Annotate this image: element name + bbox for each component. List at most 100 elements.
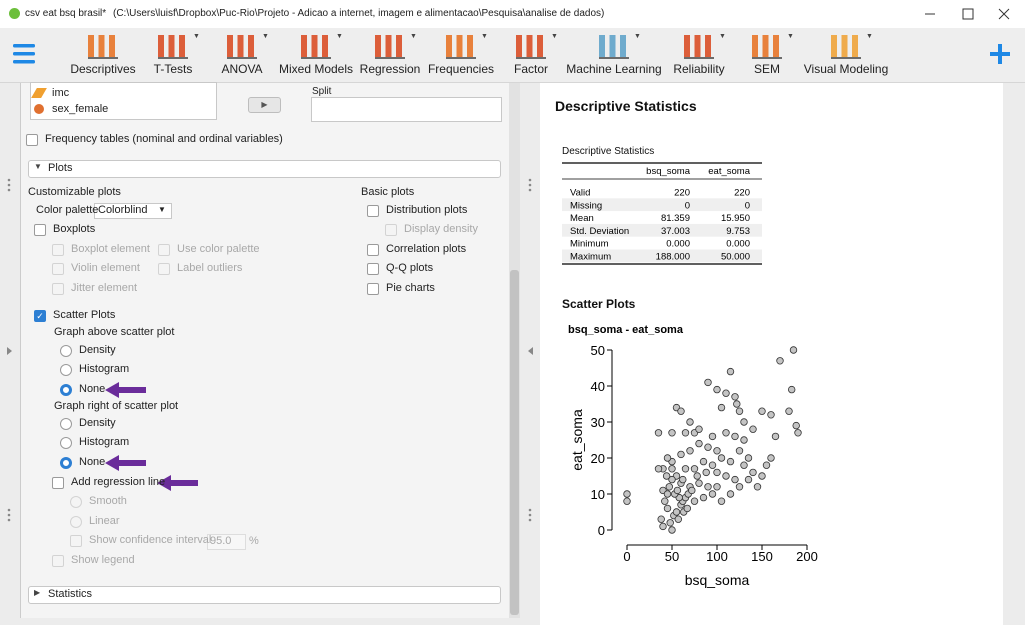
section-header[interactable]	[28, 160, 501, 178]
toolbar-button[interactable]: Descriptives	[70, 62, 136, 76]
toolbar-button[interactable]: Frequencies	[427, 62, 495, 76]
option-text: Pie charts	[386, 282, 435, 294]
toolbar-icon[interactable]	[375, 35, 405, 59]
toolbar-icon[interactable]	[684, 35, 714, 59]
point	[713, 468, 721, 477]
checkbox[interactable]	[367, 244, 379, 256]
toolbar-icon[interactable]	[301, 35, 331, 59]
x-axis-label: bsq_soma	[685, 572, 750, 588]
point	[677, 450, 685, 459]
toolbar-icon[interactable]	[516, 35, 546, 59]
toolbar-icon[interactable]	[831, 35, 861, 59]
x-tick-label: 200	[796, 549, 818, 564]
checkbox[interactable]	[367, 263, 379, 275]
variable-list[interactable]	[30, 82, 217, 120]
results-margin	[1003, 83, 1025, 625]
checkbox[interactable]: ✓	[34, 310, 46, 322]
assign-button[interactable]: ▶	[248, 97, 281, 113]
option-text: Distribution plots	[386, 204, 468, 216]
window-controls[interactable]	[915, 5, 1020, 23]
radio-button[interactable]	[60, 457, 72, 469]
row-label: Valid	[570, 188, 590, 199]
point	[735, 447, 744, 455]
radio-button[interactable]	[60, 345, 72, 357]
table-cell: 220	[674, 188, 690, 199]
section-title: Plots	[48, 162, 73, 174]
section-header[interactable]	[28, 586, 501, 604]
option-label: Customizable plots	[28, 186, 121, 198]
checkbox[interactable]	[34, 224, 46, 236]
checkbox[interactable]	[367, 205, 379, 217]
dropdown-arrow[interactable]: ▼	[481, 33, 488, 40]
dropdown-arrow[interactable]: ▼	[262, 33, 269, 40]
dropdown-arrow[interactable]: ▼	[866, 33, 873, 40]
toolbar-button[interactable]: Regression	[359, 62, 421, 76]
dropdown-arrow[interactable]: ▼	[193, 33, 200, 40]
checkbox[interactable]	[26, 134, 38, 146]
option-text: Use color palette	[177, 243, 260, 255]
option-text: Display density	[404, 223, 478, 235]
point	[673, 486, 682, 495]
toolbar-button[interactable]: Factor	[513, 62, 549, 76]
add-module-button[interactable]	[989, 43, 1011, 65]
toolbar-icon[interactable]	[752, 35, 782, 59]
checkbox[interactable]	[367, 283, 379, 295]
scrollbar-thumb[interactable]	[510, 270, 519, 615]
dropdown-arrow[interactable]: ▼	[410, 33, 417, 40]
toolbar-button[interactable]: Reliability	[673, 62, 725, 76]
checkbox[interactable]	[52, 477, 64, 489]
row-label: Mean	[570, 213, 594, 224]
toolbar-button[interactable]: SEM	[753, 62, 781, 76]
toolbar-icon[interactable]	[599, 35, 629, 59]
point	[699, 457, 708, 466]
point	[668, 475, 676, 484]
palette-dropdown[interactable]	[94, 203, 172, 219]
dropdown-arrow[interactable]: ▼	[336, 33, 343, 40]
radio-button[interactable]	[60, 384, 72, 396]
radio-button[interactable]	[60, 418, 72, 430]
dropdown-arrow[interactable]: ▼	[634, 33, 641, 40]
toolbar-button[interactable]: Mixed Models	[278, 62, 354, 76]
point	[726, 490, 735, 498]
y-tick-label: 20	[591, 451, 605, 466]
point	[693, 472, 701, 480]
table-cell: 9.753	[726, 226, 750, 237]
point	[690, 497, 699, 505]
dropdown-arrow[interactable]: ▼	[551, 33, 558, 40]
dropdown-arrow[interactable]: ▼	[787, 33, 794, 40]
row-label: Maximum	[570, 252, 611, 263]
ci-input	[207, 534, 246, 550]
point	[704, 378, 712, 387]
toolbar-icon[interactable]	[88, 35, 118, 59]
option-text: Histogram	[79, 363, 130, 375]
toolbar-icon[interactable]	[446, 35, 476, 59]
expand-icon: ▶	[34, 588, 41, 597]
option-label: Basic plots	[361, 186, 415, 198]
row-label: Missing	[570, 200, 602, 211]
toolbar-icon[interactable]	[158, 35, 188, 59]
x-tick-label: 0	[623, 549, 630, 564]
point	[744, 475, 753, 484]
radio-button[interactable]	[60, 437, 72, 449]
table-cell: 0.000	[666, 239, 690, 250]
window-path: (C:\Users\luisf\Dropbox\Puc-Rio\Projeto …	[113, 8, 605, 19]
toolbar-button[interactable]: T-Tests	[153, 62, 193, 76]
toolbar-button[interactable]: Visual Modeling	[803, 62, 889, 76]
toolbar-button[interactable]: ANOVA	[221, 62, 263, 76]
toolbar-icon[interactable]	[227, 35, 257, 59]
split-box[interactable]	[311, 97, 502, 122]
x-tick-label: 50	[665, 549, 679, 564]
toolbar-button[interactable]: Machine Learning	[566, 62, 662, 76]
menu-button[interactable]	[12, 42, 36, 66]
checkbox	[70, 535, 82, 547]
checkbox	[52, 263, 64, 275]
title-bar	[0, 0, 1025, 28]
radio-button[interactable]	[60, 364, 72, 376]
point	[713, 483, 721, 491]
point	[726, 457, 735, 466]
point	[776, 357, 784, 365]
dropdown-arrow[interactable]: ▼	[719, 33, 726, 40]
point	[731, 393, 739, 401]
point	[740, 461, 748, 469]
ci-unit: %	[249, 535, 259, 547]
